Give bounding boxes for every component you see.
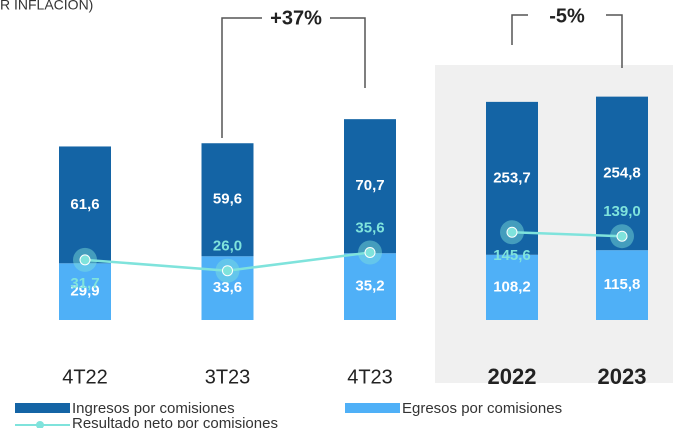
x-tick-label: 2022 bbox=[488, 364, 537, 389]
bar-segment bbox=[59, 263, 111, 320]
data-label: 254,8 bbox=[603, 164, 641, 181]
bracket bbox=[221, 17, 366, 138]
data-label: 108,2 bbox=[493, 278, 531, 295]
bar-segment bbox=[344, 253, 396, 320]
bar-segment bbox=[344, 119, 396, 254]
data-label: 59,6 bbox=[213, 191, 242, 208]
marker bbox=[364, 246, 376, 258]
marker bbox=[506, 226, 518, 238]
legend-label: Resultado neto por comisiones bbox=[72, 415, 278, 428]
marker bbox=[79, 254, 91, 266]
x-tick-label: 3T23 bbox=[205, 366, 251, 388]
data-label: 26,0 bbox=[213, 238, 242, 255]
legend-marker bbox=[36, 421, 44, 428]
marker bbox=[616, 230, 628, 242]
legend-swatch bbox=[345, 403, 400, 413]
bracket bbox=[511, 14, 623, 68]
data-label: 70,7 bbox=[355, 177, 384, 194]
data-label: 31,7 bbox=[70, 275, 99, 292]
marker bbox=[222, 265, 233, 277]
data-label: 33,6 bbox=[213, 279, 242, 296]
bar-segment bbox=[59, 146, 111, 264]
bar-segment bbox=[486, 254, 538, 320]
data-label: 35,2 bbox=[355, 278, 384, 295]
bar-segment bbox=[596, 250, 648, 320]
legend-label: Egresos por comisiones bbox=[402, 400, 562, 417]
annotation: +37% bbox=[270, 7, 322, 29]
data-label: 139,0 bbox=[603, 203, 641, 220]
legend-swatch bbox=[15, 403, 70, 413]
x-tick-label: 4T23 bbox=[347, 366, 393, 388]
title: R INFLACIÓN) bbox=[0, 0, 93, 13]
line bbox=[511, 230, 623, 238]
bar-segment bbox=[201, 143, 254, 257]
data-label: 253,7 bbox=[493, 169, 531, 186]
data-label: 29,9 bbox=[70, 283, 99, 300]
x-tick-label: 2023 bbox=[598, 364, 647, 389]
annotation: -5% bbox=[549, 5, 585, 27]
legend-label: Ingresos por comisiones bbox=[72, 400, 235, 417]
data-label: 35,6 bbox=[355, 219, 384, 236]
data-label: 145,6 bbox=[493, 247, 531, 264]
data-label: 115,8 bbox=[604, 276, 641, 293]
x-tick-label: 4T22 bbox=[62, 366, 108, 388]
bar-segment bbox=[596, 96, 648, 251]
data-label: 61,6 bbox=[70, 196, 99, 213]
